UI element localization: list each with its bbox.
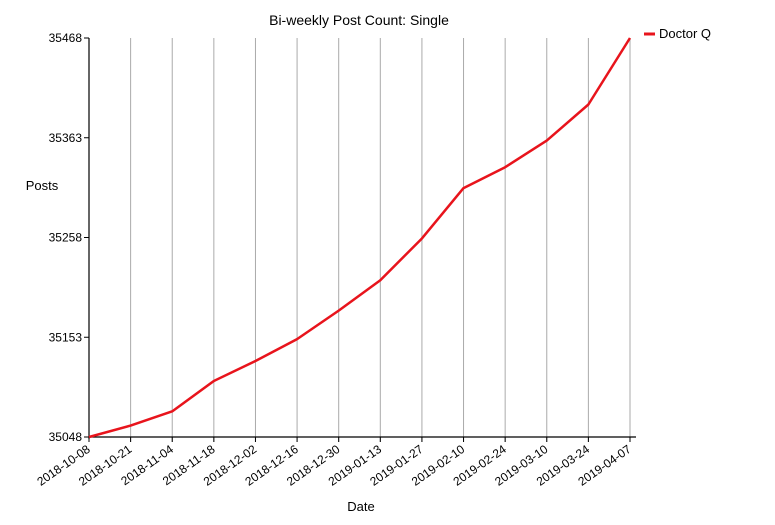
x-axis: 2018-10-082018-10-212018-11-042018-11-18… [34, 436, 636, 489]
grid [88, 38, 631, 442]
y-tick-label: 35153 [49, 330, 83, 344]
series-layer [88, 37, 632, 439]
legend: Doctor Q [644, 26, 711, 41]
chart-title: Bi-weekly Post Count: Single [269, 12, 449, 28]
y-axis-label: Posts [26, 178, 59, 193]
legend-label: Doctor Q [659, 26, 711, 41]
y-tick-label: 35468 [49, 31, 83, 45]
y-axis: 35048 35153 35258 35363 35468 [49, 31, 90, 444]
series-line [88, 37, 632, 439]
y-tick-label: 35048 [49, 430, 83, 444]
x-axis-label: Date [347, 499, 374, 514]
y-tick-label: 35258 [49, 231, 83, 245]
y-tick-label: 35363 [49, 131, 83, 145]
